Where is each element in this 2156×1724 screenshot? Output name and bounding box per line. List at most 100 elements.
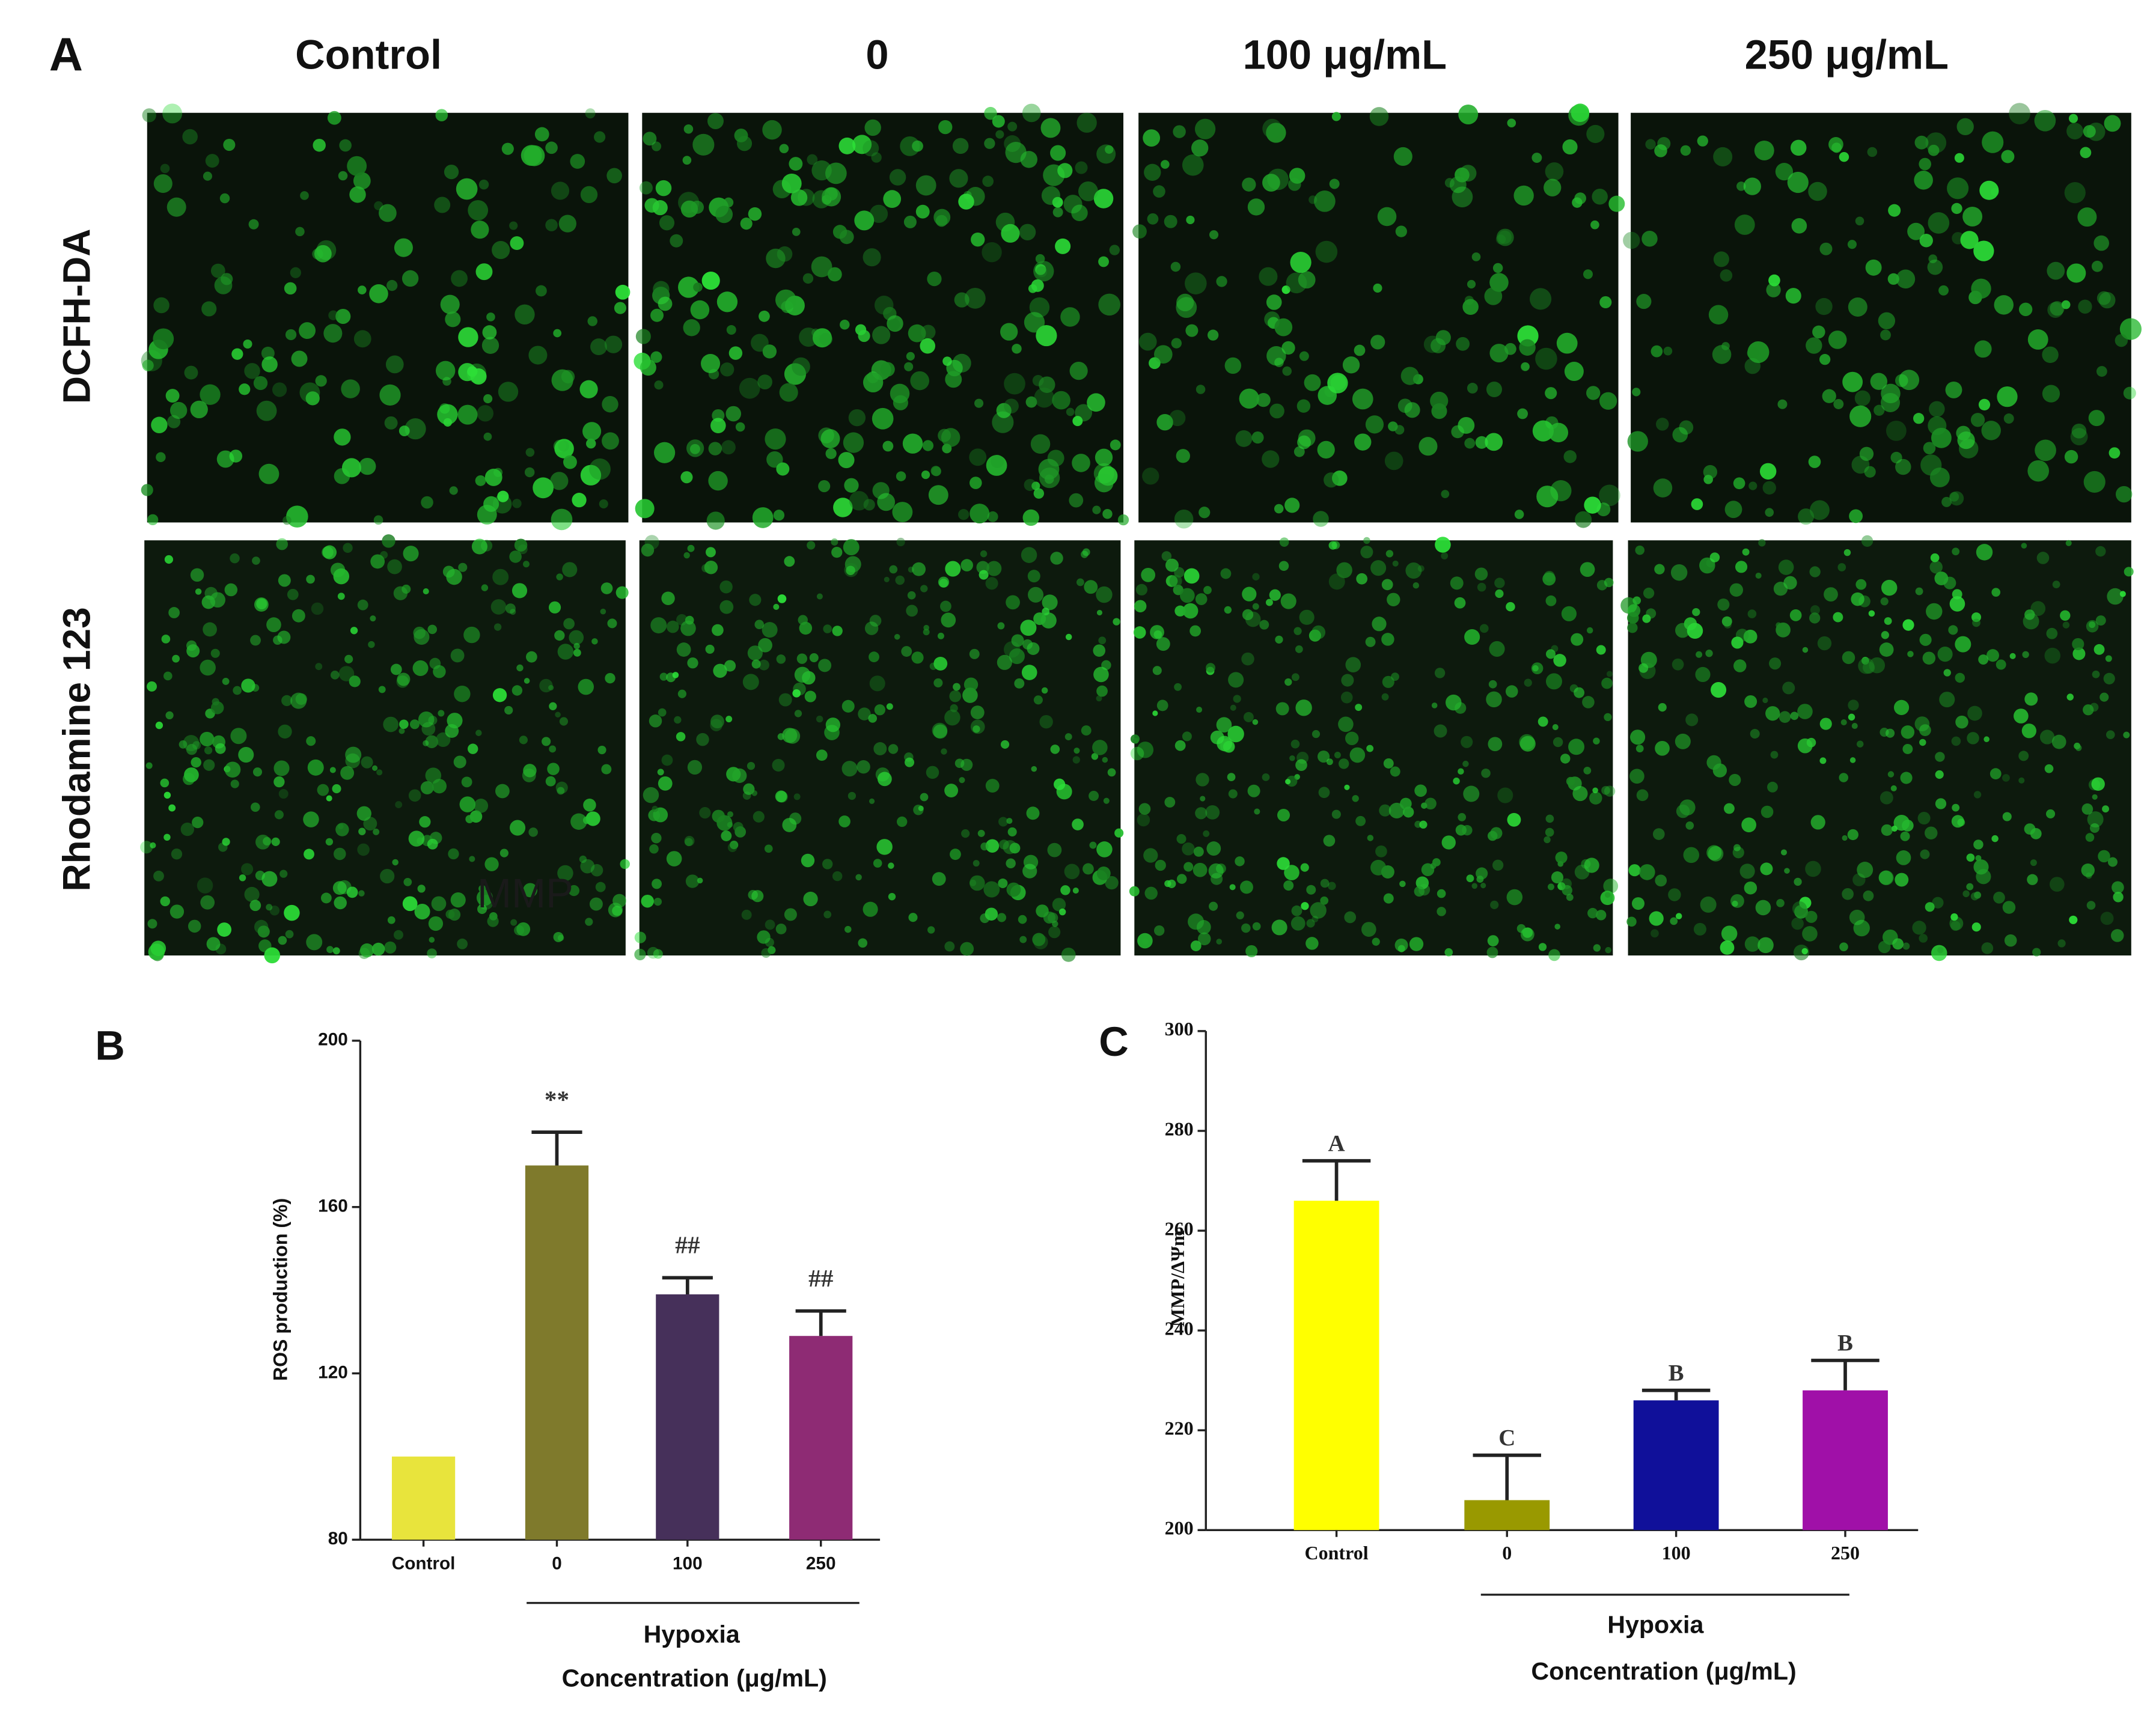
cell [1153, 185, 1165, 198]
cell [492, 240, 510, 260]
cell [1035, 254, 1045, 264]
cell [1471, 252, 1481, 261]
cell [1632, 388, 1641, 397]
cell [918, 805, 924, 811]
cell [602, 432, 619, 450]
cell [1055, 238, 1071, 254]
cell [339, 139, 352, 152]
cell [1951, 203, 1962, 215]
error-bar [662, 1276, 713, 1295]
cell [200, 384, 221, 405]
cell [1773, 582, 1788, 596]
cell [254, 597, 269, 612]
cell [1369, 107, 1389, 126]
cell [844, 556, 861, 573]
cell [2096, 291, 2111, 305]
cell [1259, 620, 1269, 630]
x-tick-label: 0 [552, 1553, 562, 1573]
cell [880, 362, 895, 377]
cell [2112, 881, 2124, 894]
cell [2001, 150, 2015, 163]
cell [2075, 745, 2082, 751]
cell [658, 776, 673, 791]
cell [1183, 862, 1194, 872]
cell [471, 221, 489, 239]
cell [1152, 710, 1158, 716]
cell [287, 588, 299, 600]
cell [1863, 890, 1874, 901]
cell [869, 798, 875, 804]
cell [1154, 925, 1165, 936]
cell [2066, 693, 2074, 701]
cell [1729, 583, 1744, 597]
cell [1031, 766, 1037, 772]
cell [692, 133, 715, 156]
cell [423, 588, 429, 595]
cell [1484, 287, 1503, 305]
cell [333, 847, 346, 860]
cell [1138, 332, 1157, 351]
cell [1623, 231, 1640, 249]
cell [1387, 592, 1400, 607]
cell [1628, 864, 1641, 877]
cell [266, 904, 273, 911]
cell [816, 715, 823, 723]
cell [950, 848, 961, 860]
cell [959, 777, 965, 784]
cell [278, 936, 287, 945]
cell [888, 892, 896, 901]
cell [1365, 636, 1376, 647]
cell [1266, 346, 1286, 366]
cell [1887, 771, 1895, 778]
cell [706, 547, 716, 558]
cell [2083, 125, 2096, 138]
cell [1022, 509, 1039, 526]
cell [1626, 916, 1637, 927]
cell [779, 383, 798, 402]
cell [1089, 841, 1097, 849]
cell [1928, 254, 1938, 264]
cell [458, 327, 478, 347]
cell [707, 112, 724, 129]
cell [652, 879, 662, 889]
cell [1001, 224, 1020, 243]
column-header: 250 μg/mL [1745, 31, 1949, 78]
cell [980, 842, 989, 851]
cell [649, 844, 659, 854]
cell [1235, 856, 1245, 867]
cell [2070, 428, 2088, 446]
cell [882, 440, 894, 452]
cell [605, 672, 615, 684]
cell [970, 705, 985, 720]
cell [1052, 898, 1066, 912]
cell [478, 179, 489, 190]
cell [1590, 220, 1599, 230]
cell [403, 546, 419, 562]
cell [1227, 725, 1244, 743]
cell [1901, 725, 1915, 739]
cell [1339, 758, 1349, 769]
cell [1078, 181, 1098, 201]
cell [855, 324, 867, 335]
cell [248, 219, 259, 230]
cell [1762, 481, 1776, 495]
cell [768, 946, 776, 954]
cell [1415, 876, 1429, 890]
cell [2018, 777, 2025, 784]
cell [326, 946, 334, 954]
y-tick-label: 200 [318, 1030, 348, 1050]
cell [1842, 835, 1848, 841]
cell [465, 815, 474, 823]
cell [219, 193, 230, 204]
cell [421, 722, 436, 736]
cell [1896, 850, 1911, 865]
cell [582, 422, 602, 441]
cell [2047, 261, 2065, 280]
cell [757, 930, 771, 944]
cell [799, 327, 819, 347]
cell [904, 362, 914, 371]
cell [555, 711, 561, 718]
cell [704, 561, 718, 574]
cell [1152, 666, 1162, 675]
cell [1245, 611, 1261, 627]
